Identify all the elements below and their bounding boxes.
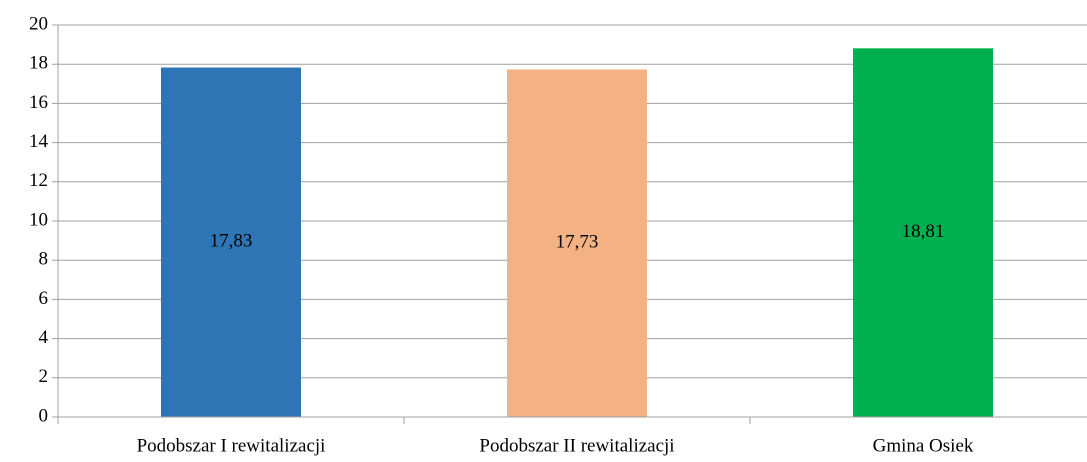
x-tick-label: Gmina Osiek [873, 435, 974, 456]
y-tick-label: 10 [29, 209, 48, 230]
bar [507, 69, 647, 417]
data-label: 17,83 [210, 231, 253, 252]
y-tick-label: 0 [39, 405, 49, 426]
y-tick-label: 6 [39, 288, 49, 309]
y-tick-label: 12 [29, 170, 48, 191]
data-label: 17,73 [556, 232, 599, 253]
y-tick-label: 14 [29, 131, 49, 152]
y-tick-label: 8 [39, 249, 49, 270]
x-tick-label: Podobszar I rewitalizacji [137, 435, 326, 456]
y-tick-label: 4 [39, 327, 49, 348]
x-tick-label: Podobszar II rewitalizacji [479, 435, 674, 456]
bar [853, 48, 993, 417]
data-label: 18,81 [902, 221, 945, 242]
y-tick-label: 16 [29, 92, 48, 113]
y-tick-label: 2 [39, 366, 49, 387]
bar [161, 67, 301, 418]
y-tick-label: 18 [29, 53, 48, 74]
y-tick-label: 20 [29, 13, 48, 34]
